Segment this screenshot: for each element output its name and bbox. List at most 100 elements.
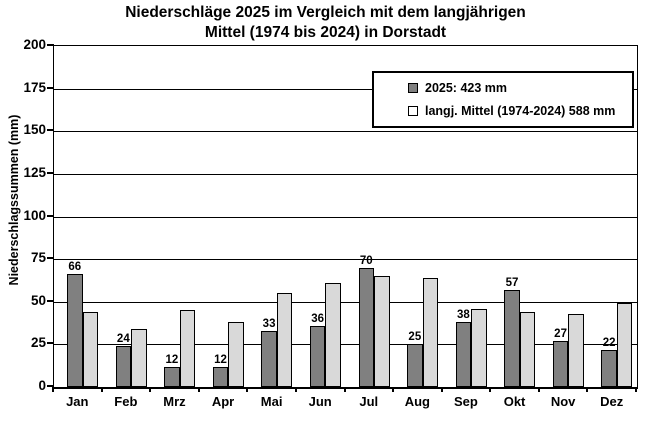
y-tick-mark-125 [47, 171, 54, 174]
bar-2025-mai [261, 330, 277, 387]
bar-mittel-dez [616, 303, 633, 387]
bar-2025-sep [455, 322, 472, 387]
y-tick-mark-50 [47, 299, 54, 302]
y-tick-mark-150 [47, 129, 54, 132]
bar-2025-apr [212, 366, 229, 387]
gridline-100 [54, 216, 637, 218]
bar-mittel-jul [374, 276, 390, 387]
bar-2025-mrz [164, 366, 180, 387]
x-tick-label-feb: Feb [114, 394, 138, 409]
x-tick-mark-8 [440, 387, 443, 392]
bar-group-jan: 66 [54, 46, 103, 387]
bar-mittel-sep [471, 308, 487, 387]
legend: 2025: 423 mm langj. Mittel (1974-2024) 5… [372, 71, 634, 128]
bar-mittel-apr [228, 322, 244, 387]
legend-swatch-mittel [408, 105, 418, 116]
chart-title: Niederschläge 2025 im Vergleich mit dem … [0, 3, 651, 42]
bar-mittel-mrz [179, 310, 196, 387]
bar-group-dez: 22 [588, 46, 637, 387]
legend-label-mittel: langj. Mittel (1974-2024) 588 mm [425, 103, 616, 118]
x-tick-label-mai: Mai [260, 394, 283, 409]
data-label-dez: 22 [602, 336, 616, 349]
x-tick-mark-0 [52, 387, 54, 392]
x-tick-mark-7 [392, 387, 395, 392]
y-tick-label-75: 75 [30, 250, 46, 266]
data-label-sep: 38 [457, 309, 470, 322]
data-label-jul: 70 [359, 254, 373, 267]
y-tick-label-100: 100 [23, 207, 46, 223]
x-tick-mark-1 [100, 387, 103, 392]
bar-group-aug: 25 [394, 46, 443, 387]
data-label-apr: 12 [214, 353, 227, 366]
data-label-mai: 33 [262, 317, 276, 330]
x-tick-mark-6 [343, 387, 346, 392]
bar-group-jun: 36 [297, 46, 346, 387]
chart-title-line2: Mittel (1974 bis 2024) in Dorstadt [204, 23, 447, 41]
bar-group-mai: 33 [248, 46, 297, 387]
gridline-125 [54, 173, 637, 175]
x-tick-mark-10 [537, 387, 540, 392]
gridline-175 [54, 88, 637, 90]
bar-2025-jun [309, 325, 326, 387]
plot-area: 66 24 12 12 33 36 70 25 38 57 27 22 2025: 423 mm la… [53, 45, 638, 389]
data-label-feb: 24 [116, 333, 130, 346]
y-tick-mark-100 [47, 214, 54, 217]
data-label-nov: 27 [554, 327, 567, 340]
x-tick-label-jun: Jun [308, 394, 332, 409]
y-tick-mark-0 [47, 385, 54, 387]
y-tick-label-0: 0 [38, 378, 46, 393]
data-label-jan: 66 [68, 261, 82, 274]
y-tick-label-25: 25 [30, 335, 46, 351]
bar-mittel-jan [82, 311, 98, 387]
bar-2025-okt [504, 289, 520, 387]
bar-mittel-okt [519, 311, 536, 387]
x-tick-label-sep: Sep [454, 394, 478, 409]
bar-mittel-feb [131, 329, 147, 387]
x-tick-mark-3 [197, 387, 200, 392]
chart-title-line1: Niederschläge 2025 im Vergleich mit dem … [125, 4, 526, 21]
data-label-mrz: 12 [165, 353, 179, 366]
gridline-50 [54, 301, 637, 303]
y-tick-mark-175 [47, 86, 54, 89]
data-label-okt: 57 [505, 276, 519, 289]
bar-mittel-mai [276, 293, 293, 387]
bar-mittel-jun [325, 283, 341, 387]
y-tick-label-125: 125 [23, 164, 46, 180]
bar-mittel-aug [422, 277, 439, 387]
bar-group-sep: 38 [443, 46, 492, 387]
gridline-25 [54, 344, 637, 346]
x-tick-label-okt: Okt [503, 394, 526, 409]
bar-2025-dez [601, 349, 617, 387]
x-tick-mark-11 [586, 387, 589, 392]
x-tick-label-dez: Dez [600, 394, 624, 409]
gridline-75 [54, 259, 637, 261]
data-label-aug: 25 [408, 331, 422, 344]
x-tick-label-jan: Jan [66, 394, 89, 409]
gridline-150 [54, 131, 637, 133]
y-tick-mark-75 [47, 257, 54, 260]
bar-2025-feb [115, 346, 132, 387]
legend-item-mittel: langj. Mittel (1974-2024) 588 mm [408, 104, 632, 118]
y-tick-label-200: 200 [23, 37, 46, 52]
x-tick-mark-12 [635, 387, 637, 392]
legend-item-2025: 2025: 423 mm [408, 81, 632, 95]
bar-2025-jul [358, 267, 374, 387]
y-tick-label-50: 50 [30, 292, 46, 308]
y-tick-label-175: 175 [23, 79, 46, 95]
y-tick-mark-25 [47, 342, 54, 345]
x-tick-label-mrz: Mrz [163, 394, 186, 409]
x-tick-label-aug: Aug [404, 394, 430, 409]
bar-mittel-nov [568, 313, 584, 387]
bar-2025-aug [407, 344, 423, 387]
bar-group-apr: 12 [200, 46, 249, 387]
bar-group-okt: 57 [491, 46, 540, 387]
bar-2025-nov [552, 340, 569, 387]
data-label-jun: 36 [311, 312, 325, 325]
bar-group-feb: 24 [103, 46, 152, 387]
bar-2025-jan [67, 274, 83, 387]
bar-group-nov: 27 [540, 46, 589, 387]
y-tick-label-150: 150 [23, 122, 46, 138]
x-tick-mark-5 [294, 387, 297, 392]
legend-swatch-2025 [408, 83, 418, 94]
